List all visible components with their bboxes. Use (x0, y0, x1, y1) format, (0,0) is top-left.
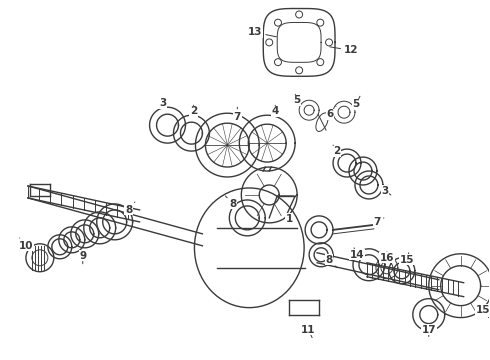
Text: 14: 14 (350, 248, 364, 260)
Text: 11: 11 (301, 325, 316, 338)
Text: 2: 2 (190, 105, 197, 116)
Text: 3: 3 (381, 186, 391, 196)
Text: 7: 7 (234, 107, 241, 122)
Text: 8: 8 (225, 196, 237, 209)
Text: 5: 5 (294, 94, 301, 105)
Text: 15: 15 (475, 305, 490, 318)
Text: 5: 5 (352, 96, 360, 109)
Text: 17: 17 (421, 325, 436, 337)
Text: 9: 9 (79, 251, 86, 264)
Text: 3: 3 (159, 98, 166, 108)
Text: 2: 2 (333, 145, 341, 156)
Text: 4: 4 (271, 105, 279, 116)
Text: 7: 7 (373, 217, 384, 227)
Text: 1: 1 (286, 214, 293, 224)
Text: 12: 12 (330, 45, 358, 55)
Text: 10: 10 (19, 238, 33, 251)
Text: 8: 8 (325, 255, 337, 268)
Text: 16: 16 (380, 252, 394, 263)
Text: 15: 15 (399, 253, 414, 265)
Text: 13: 13 (248, 27, 276, 37)
Text: 6: 6 (326, 106, 336, 119)
Text: 8: 8 (125, 202, 135, 215)
